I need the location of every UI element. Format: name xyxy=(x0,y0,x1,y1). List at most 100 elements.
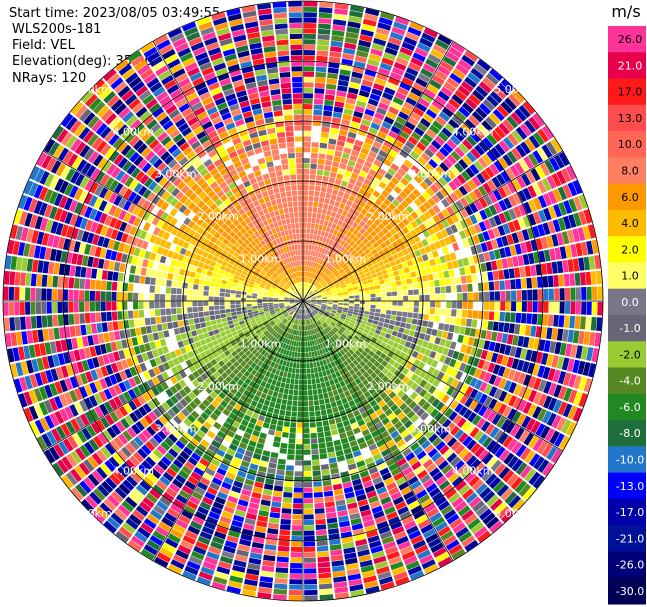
velocity-gate xyxy=(303,406,309,412)
velocity-gate xyxy=(309,234,314,240)
velocity-gate xyxy=(512,219,521,231)
velocity-gate xyxy=(228,336,235,343)
velocity-gate xyxy=(309,306,314,310)
velocity-gate xyxy=(445,308,452,316)
velocity-gate xyxy=(313,362,317,368)
velocity-gate xyxy=(268,304,274,307)
velocity-gate xyxy=(175,425,185,435)
velocity-gate xyxy=(224,349,231,357)
velocity-gate xyxy=(503,269,510,279)
velocity-gate xyxy=(454,188,464,199)
velocity-gate xyxy=(391,66,405,76)
velocity-gate xyxy=(79,399,89,412)
velocity-gate xyxy=(341,286,348,291)
velocity-gate xyxy=(434,352,442,361)
velocity-gate xyxy=(359,294,365,298)
velocity-gate xyxy=(279,305,285,308)
velocity-gate xyxy=(348,305,354,309)
velocity-gate xyxy=(70,468,82,483)
velocity-gate xyxy=(303,428,310,434)
velocity-gate xyxy=(309,318,313,324)
velocity-gate xyxy=(305,352,309,358)
velocity-gate xyxy=(102,429,113,442)
velocity-gate xyxy=(552,188,563,203)
velocity-gate xyxy=(327,298,333,300)
velocity-gate xyxy=(259,333,265,339)
velocity-gate xyxy=(354,455,364,463)
velocity-gate xyxy=(321,342,327,348)
velocity-gate xyxy=(355,370,363,378)
velocity-gate xyxy=(303,50,316,56)
velocity-gate xyxy=(257,307,264,311)
velocity-gate xyxy=(428,159,438,169)
velocity-gate xyxy=(307,319,310,325)
velocity-gate xyxy=(311,285,315,291)
velocity-gate xyxy=(332,161,340,168)
velocity-gate xyxy=(467,301,473,310)
velocity-gate xyxy=(361,570,376,578)
velocity-gate xyxy=(188,365,197,373)
velocity-gate xyxy=(191,452,201,462)
velocity-gate xyxy=(503,392,513,405)
velocity-gate xyxy=(585,271,592,286)
velocity-gate xyxy=(388,106,400,116)
velocity-gate xyxy=(551,173,562,187)
velocity-gate xyxy=(269,320,275,325)
velocity-gate xyxy=(273,301,279,303)
velocity-gate xyxy=(309,324,313,330)
velocity-gate xyxy=(291,541,303,547)
velocity-gate xyxy=(572,359,580,374)
velocity-gate xyxy=(566,358,575,372)
velocity-gate xyxy=(552,219,561,233)
velocity-gate xyxy=(234,554,248,563)
velocity-gate xyxy=(320,382,326,388)
velocity-gate xyxy=(141,352,149,362)
velocity-gate xyxy=(431,359,439,368)
velocity-gate xyxy=(258,397,265,405)
velocity-gate xyxy=(500,170,511,183)
velocity-gate xyxy=(408,237,416,246)
velocity-gate xyxy=(578,210,587,226)
velocity-gate xyxy=(179,450,190,460)
velocity-gate xyxy=(333,270,339,276)
velocity-gate xyxy=(337,259,343,265)
velocity-gate xyxy=(488,341,496,352)
velocity-gate xyxy=(315,410,321,417)
velocity-gate xyxy=(532,113,545,127)
velocity-gate xyxy=(419,454,430,465)
velocity-gate xyxy=(299,314,301,320)
velocity-gate xyxy=(340,355,346,362)
velocity-gate xyxy=(330,267,336,273)
velocity-gate xyxy=(181,307,188,314)
velocity-gate xyxy=(257,294,263,297)
velocity-gate xyxy=(493,376,502,387)
velocity-gate xyxy=(388,36,402,46)
velocity-gate xyxy=(273,324,278,330)
velocity-gate xyxy=(432,547,447,558)
velocity-gate xyxy=(65,471,78,486)
velocity-gate xyxy=(86,358,95,370)
velocity-gate xyxy=(311,256,315,262)
velocity-gate xyxy=(437,131,449,142)
velocity-gate xyxy=(281,330,286,336)
velocity-gate xyxy=(399,351,407,359)
velocity-gate xyxy=(471,274,478,283)
velocity-gate xyxy=(361,320,368,325)
velocity-gate xyxy=(305,341,308,347)
velocity-gate xyxy=(522,487,536,501)
velocity-gate xyxy=(342,419,350,427)
velocity-gate xyxy=(331,223,337,230)
velocity-gate xyxy=(346,326,352,332)
velocity-gate xyxy=(514,323,521,335)
velocity-gate xyxy=(10,332,18,347)
velocity-gate xyxy=(300,303,303,309)
velocity-gate xyxy=(92,510,106,524)
velocity-gate xyxy=(306,288,310,294)
velocity-gate xyxy=(439,444,450,455)
velocity-gate xyxy=(272,413,279,420)
velocity-gate xyxy=(341,324,348,329)
velocity-gate xyxy=(573,375,582,390)
velocity-gate xyxy=(429,287,435,294)
velocity-gate xyxy=(342,175,350,183)
velocity-gate xyxy=(427,537,442,549)
